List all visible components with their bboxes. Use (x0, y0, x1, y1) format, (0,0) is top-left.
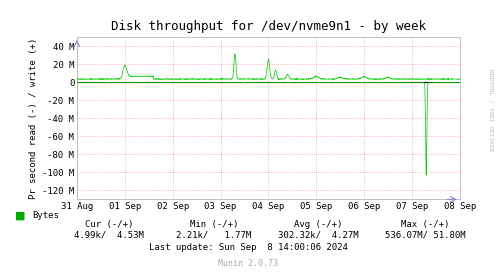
Text: ■: ■ (15, 211, 25, 221)
Text: Last update: Sun Sep  8 14:00:06 2024: Last update: Sun Sep 8 14:00:06 2024 (149, 243, 348, 252)
Text: 302.32k/  4.27M: 302.32k/ 4.27M (278, 231, 358, 240)
Title: Disk throughput for /dev/nvme9n1 - by week: Disk throughput for /dev/nvme9n1 - by we… (111, 20, 426, 33)
Text: Munin 2.0.73: Munin 2.0.73 (219, 260, 278, 268)
Text: 536.07M/ 51.80M: 536.07M/ 51.80M (385, 231, 465, 240)
Text: Bytes: Bytes (32, 211, 59, 220)
Text: 4.99k/  4.53M: 4.99k/ 4.53M (75, 231, 144, 240)
Text: Max (-/+): Max (-/+) (401, 220, 449, 229)
Text: Avg (-/+): Avg (-/+) (294, 220, 342, 229)
Text: 2.21k/   1.77M: 2.21k/ 1.77M (176, 231, 251, 240)
Text: RRDTOOL / TOBI OETIKER: RRDTOOL / TOBI OETIKER (489, 69, 494, 151)
Text: Cur (-/+): Cur (-/+) (85, 220, 134, 229)
Text: Min (-/+): Min (-/+) (189, 220, 238, 229)
Y-axis label: Pr second read (-) / write (+): Pr second read (-) / write (+) (29, 38, 38, 199)
